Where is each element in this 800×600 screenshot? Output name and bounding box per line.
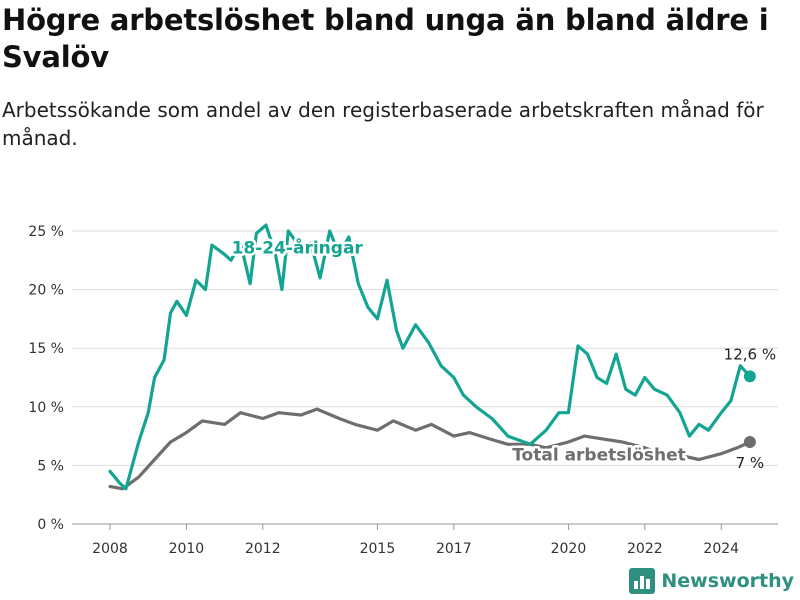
- youth-series-label: 18-24-åringar: [232, 236, 364, 258]
- x-tick-label: 2008: [92, 541, 128, 557]
- x-tick-label: 2022: [627, 541, 663, 557]
- gridlines: [72, 230, 778, 525]
- x-tick-label: 2015: [360, 541, 396, 557]
- youth-series-line: [108, 223, 752, 491]
- y-tick-label: 5 %: [37, 458, 64, 474]
- youth-end-value: 12,6 %: [724, 345, 776, 363]
- bar-chart-logo-icon: [629, 568, 656, 594]
- x-tick-label: 2020: [551, 541, 587, 557]
- x-tick-label: 2010: [169, 541, 205, 557]
- series-lines: [108, 223, 756, 491]
- y-tick-label: 15 %: [28, 341, 64, 357]
- y-tick-label: 20 %: [28, 283, 64, 299]
- x-tick-label: 2024: [703, 541, 739, 557]
- youth-end-point: [743, 370, 756, 383]
- chart-subtitle: Arbetssökande som andel av den registerb…: [2, 98, 764, 150]
- total-end-value: 7 %: [736, 454, 765, 472]
- y-tick-label: 25 %: [28, 224, 64, 240]
- x-tick-label: 2012: [245, 541, 281, 557]
- total-series-label: Total arbetslöshet: [512, 446, 686, 466]
- series-labels: 18-24-åringar Total arbetslöshet 12,6 % 7 %: [229, 234, 776, 472]
- chart-title: Högre arbetslöshet bland unga än bland ä…: [2, 3, 769, 74]
- total-end-point: [743, 435, 756, 448]
- y-tick-label: 0 %: [37, 517, 64, 533]
- total-series-line: [108, 407, 752, 491]
- y-tick-label: 10 %: [28, 400, 64, 416]
- newsworthy-logo: Newsworthy: [629, 568, 794, 594]
- y-axis-labels: 0 % 5 % 10 % 15 % 20 % 25 %: [28, 224, 64, 533]
- x-axis: 2008 2010 2012 2015 2017 2020 2022 2024: [72, 523, 778, 557]
- x-tick-label: 2017: [436, 541, 472, 557]
- brand-name: Newsworthy: [661, 570, 794, 592]
